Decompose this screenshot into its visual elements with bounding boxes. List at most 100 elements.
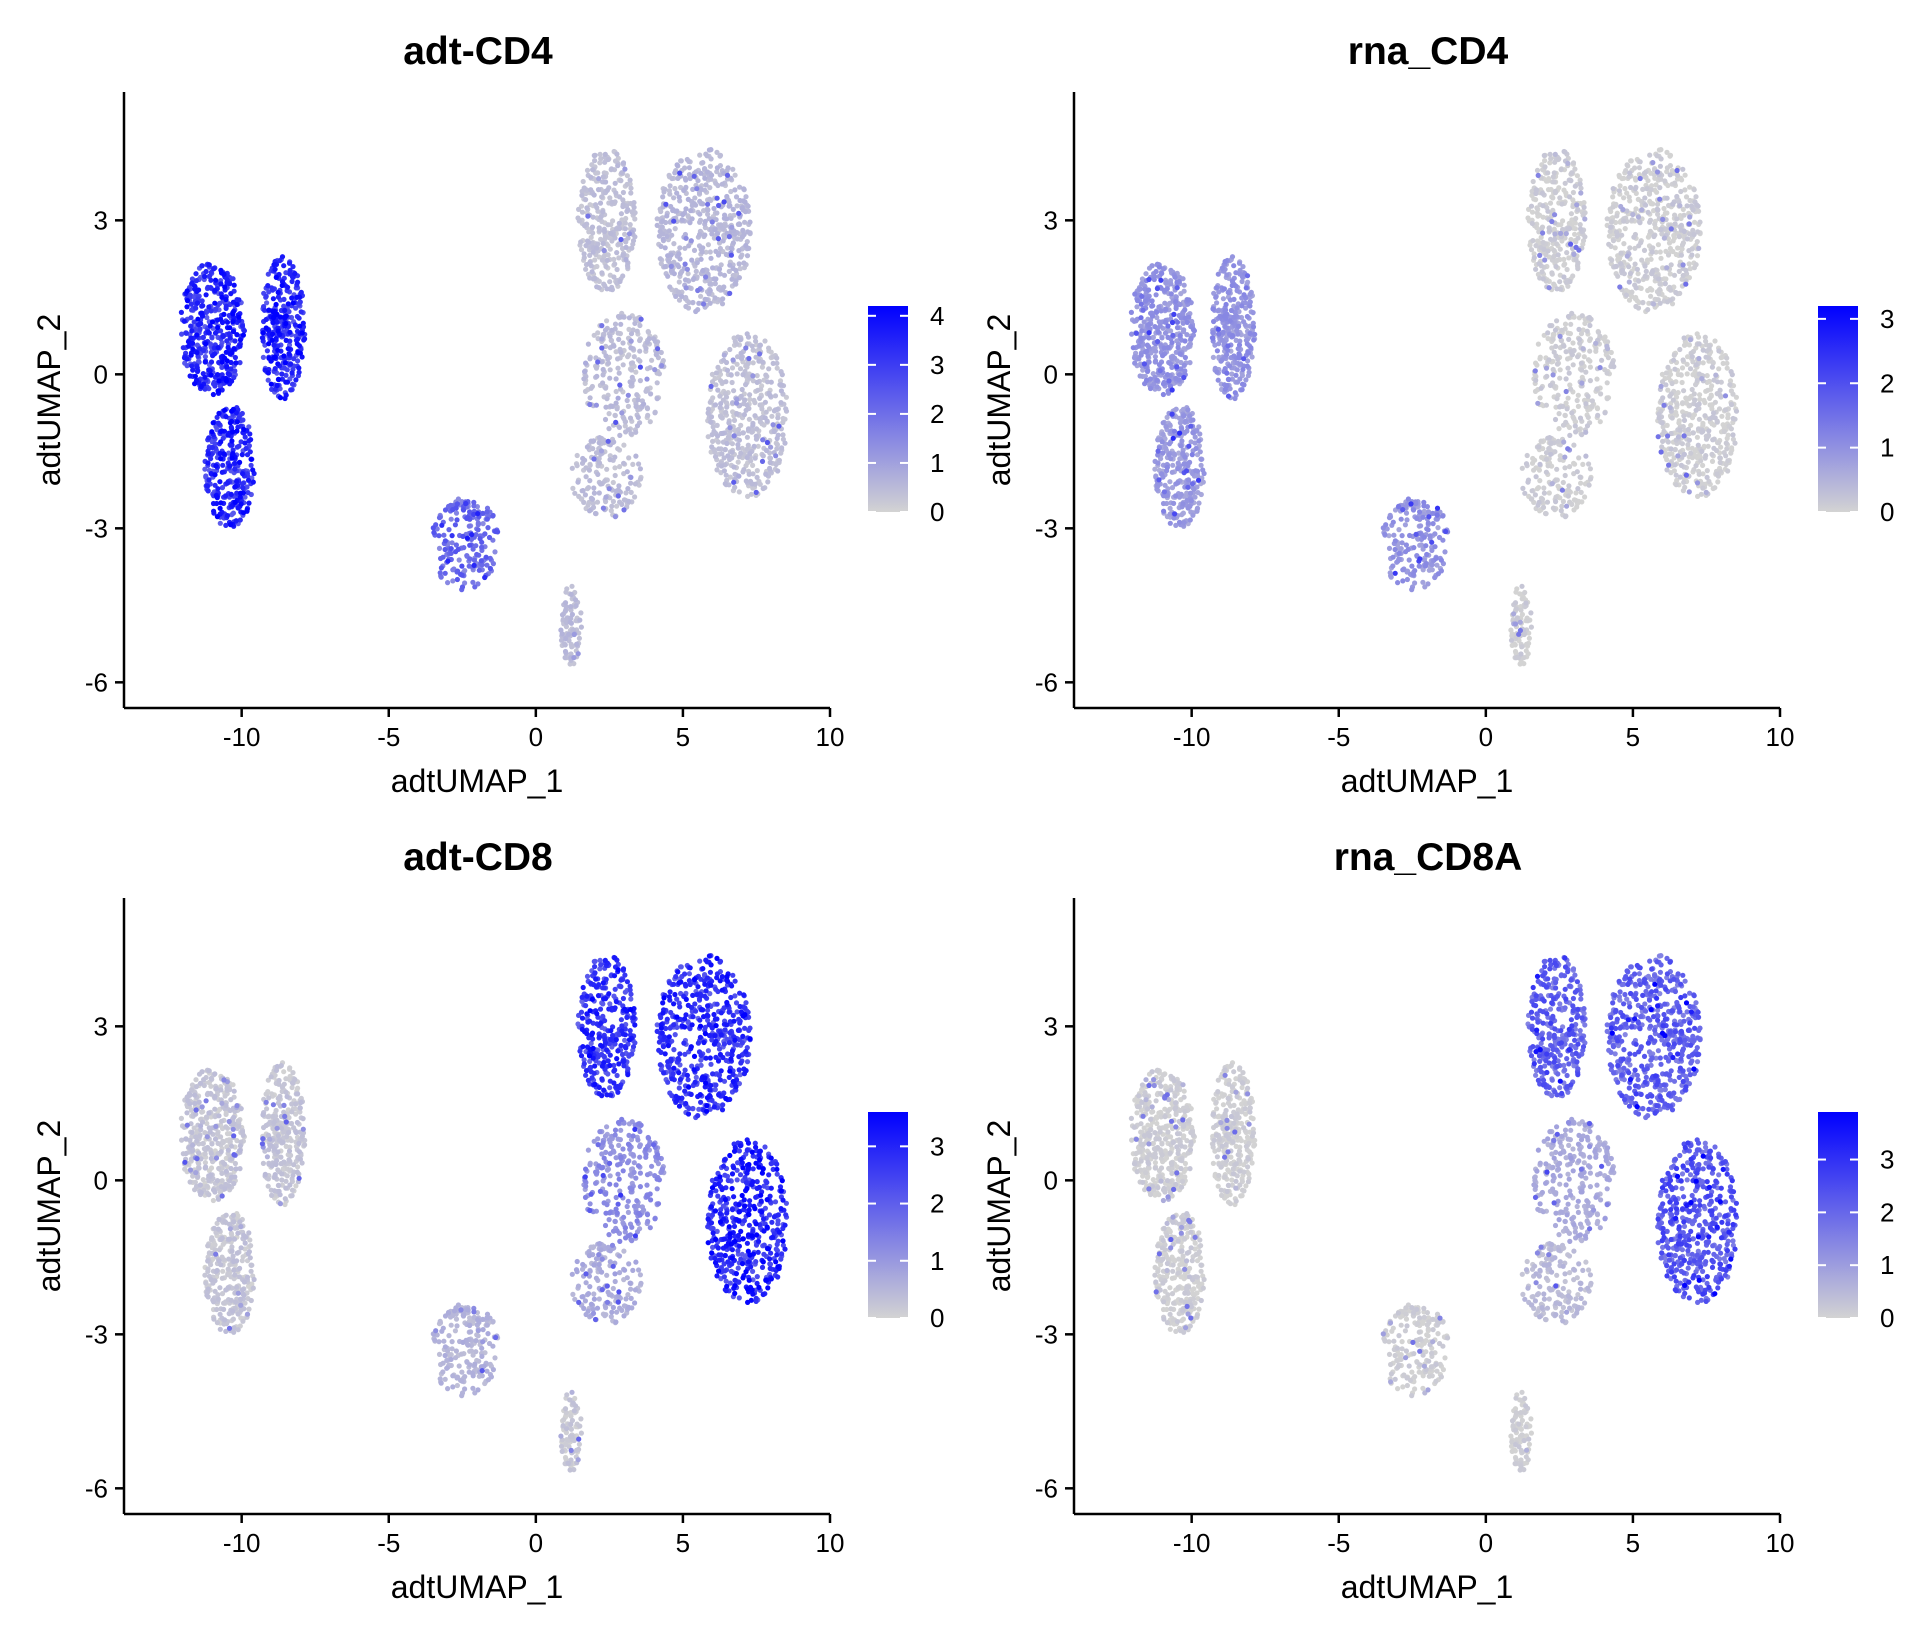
data-point [1569,170,1575,176]
data-point [1543,178,1550,184]
data-point [782,440,788,446]
data-point [714,422,720,428]
data-point [594,245,600,251]
data-point [747,392,753,398]
data-point [712,227,718,233]
data-point [243,445,249,452]
data-point [1562,514,1568,520]
data-point [1578,190,1584,196]
scatter-points [178,147,790,667]
data-point [1669,380,1675,387]
data-point [1635,305,1642,311]
data-point [212,472,218,478]
data-point [184,363,190,369]
data-point [448,550,454,557]
data-point [1567,432,1573,438]
data-point [299,330,305,336]
data-point [234,428,240,434]
data-point [709,444,715,450]
data-point [735,459,741,465]
data-point [1684,236,1690,242]
data-point [1544,373,1550,379]
data-point [232,499,238,505]
data-point [1681,388,1687,394]
data-point [672,226,678,232]
data-point [1531,467,1537,473]
data-point [716,266,723,272]
data-point [776,457,783,463]
data-point [1724,360,1730,366]
data-point [1532,457,1538,463]
data-point [205,460,211,466]
data-point [1545,463,1551,469]
data-point [1687,337,1693,343]
data-point [683,303,689,310]
data-point [676,194,682,200]
data-point [1678,372,1684,378]
data-point [766,345,772,351]
data-point [753,489,759,495]
data-point [1529,209,1536,215]
data-point [591,438,597,444]
data-point [214,495,220,501]
data-point [603,404,609,410]
data-point [227,522,234,528]
data-point [1511,611,1517,617]
x-ticks: -10 -5 0 5 10 [223,708,844,752]
data-point [1548,451,1554,457]
data-point [1635,271,1641,277]
data-point [1548,440,1554,446]
data-point [616,241,622,247]
data-point [615,330,621,336]
data-point [1618,250,1624,256]
data-point [772,393,779,399]
data-point [1554,318,1560,324]
data-point [612,514,619,520]
data-point [1582,216,1588,222]
data-point [227,281,233,287]
data-point [1562,412,1568,418]
data-point [771,408,778,414]
data-point [1537,354,1543,360]
data-point [731,433,737,439]
data-point [1563,376,1569,382]
data-point [1554,286,1560,292]
data-point [223,493,229,499]
data-point [1525,479,1531,485]
data-point [630,238,637,244]
data-point [744,402,750,408]
data-point [1508,627,1514,633]
data-point [654,216,660,222]
data-point [1631,234,1637,240]
data-point [1681,335,1687,341]
data-point [594,205,600,211]
data-point [1558,167,1564,173]
data-point [1585,414,1591,420]
data-point [487,565,493,572]
data-point [767,465,773,471]
data-point [1687,366,1694,372]
data-point [613,190,619,196]
data-point [1684,371,1690,377]
data-point [1593,340,1599,346]
data-point [679,217,685,223]
data-point [1553,499,1559,505]
data-point [1534,167,1541,173]
data-point [1678,222,1684,228]
data-point [736,261,742,267]
data-point [612,472,618,479]
data-point [1571,251,1577,257]
data-point [743,463,749,469]
data-point [1681,342,1688,348]
data-point [697,152,703,158]
data-point [620,273,626,279]
data-point [629,209,635,215]
data-point [1694,434,1700,440]
data-point [195,321,202,328]
data-point [1534,210,1540,216]
data-point [754,379,760,385]
data-point [645,329,652,335]
data-point [1538,385,1544,391]
data-point [1709,403,1715,409]
data-point [1543,510,1549,517]
